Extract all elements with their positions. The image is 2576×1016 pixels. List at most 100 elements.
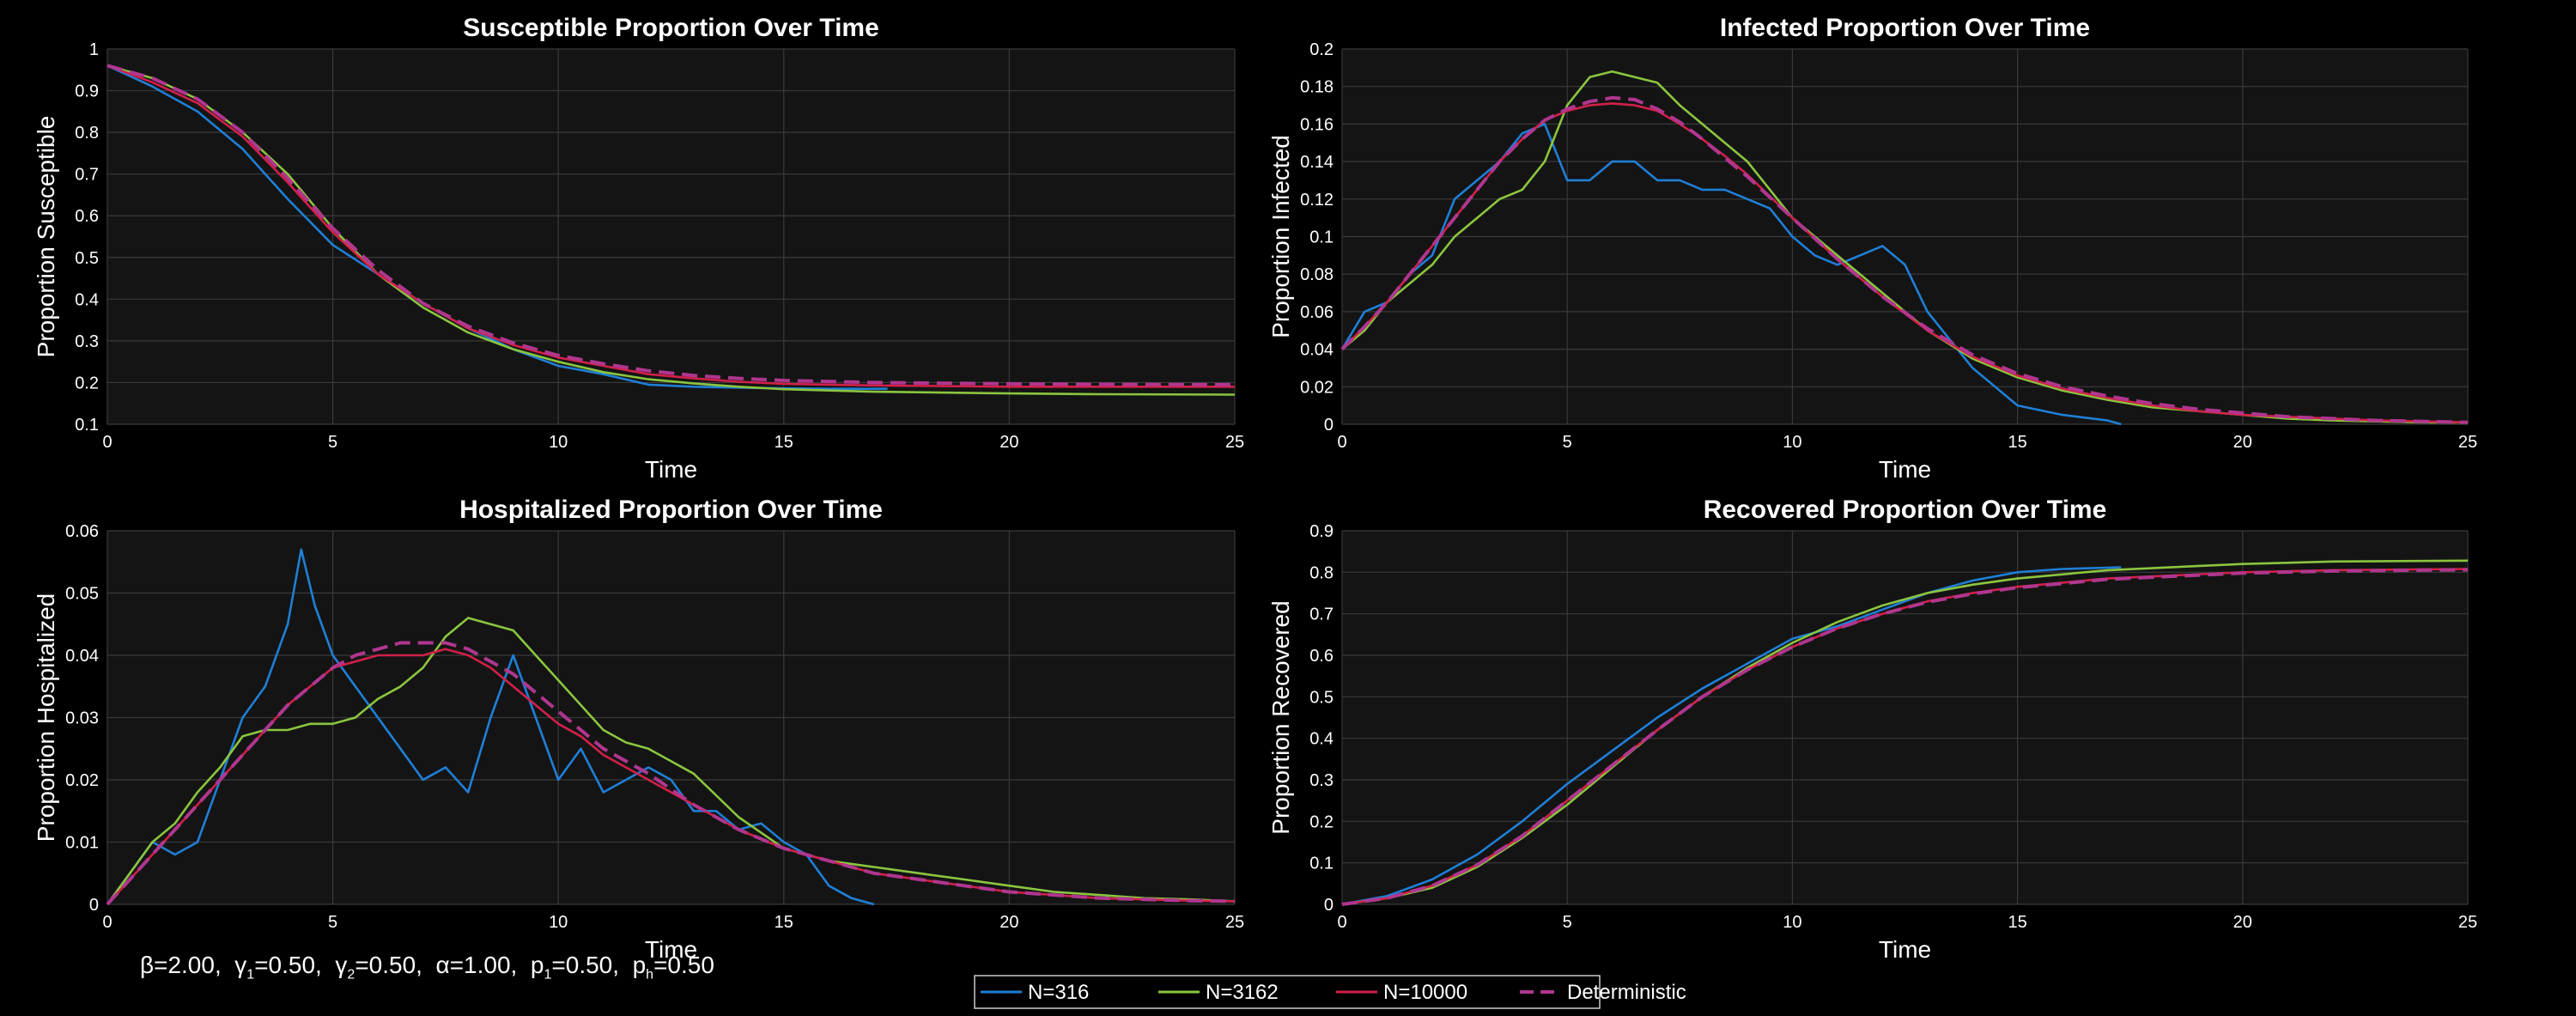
chart-panels: 0 5 10 15 20 25 0.1 0.2 0.3 0.4 0.5 0.6 0.7 0.8 0.9 1 Su… <box>33 14 2477 963</box>
x-tick-label: 25 <box>1225 433 1244 452</box>
legend-label: N=316 <box>1028 981 1089 1004</box>
y-tick-label: 0.2 <box>1309 812 1334 831</box>
chart-panel-3: 0 5 10 15 20 25 0 0.01 0.02 0.03 0.04 0.05 0.06 Hospi… <box>33 496 1244 963</box>
y-tick-label: 0.9 <box>75 82 99 101</box>
x-tick-label: 5 <box>328 913 337 932</box>
x-tick-label: 15 <box>775 913 793 932</box>
series-line-n-316 <box>106 548 875 906</box>
chart-title: Susceptible Proportion Over Time <box>463 14 879 42</box>
legend-label: Deterministic <box>1567 981 1686 1004</box>
y-tick-label: 0.6 <box>75 207 99 226</box>
x-tick-label: 0 <box>102 433 112 452</box>
y-tick-label: 0.02 <box>65 771 99 790</box>
y-axis-label: Proportion Susceptible <box>33 116 59 358</box>
series-line-deterministic <box>106 64 1236 386</box>
x-tick-label: 5 <box>1563 913 1572 932</box>
x-axis-label: Time <box>1879 936 1931 963</box>
series-line-deterministic <box>1341 568 2469 906</box>
x-tick-label: 25 <box>2458 913 2477 932</box>
legend-label: N=10000 <box>1383 981 1467 1004</box>
param-beta: β=2.00, <box>140 952 222 978</box>
y-tick-label: 0.03 <box>65 709 99 728</box>
x-tick-label: 20 <box>2233 913 2252 932</box>
x-tick-label: 20 <box>2233 433 2252 452</box>
x-tick-label: 0 <box>1337 433 1346 452</box>
x-tick-label: 25 <box>1225 913 1244 932</box>
y-tick-label: 0.7 <box>75 166 99 185</box>
y-tick-label: 0.1 <box>1309 228 1334 247</box>
chart-title: Hospitalized Proportion Over Time <box>459 496 883 524</box>
y-tick-label: 0.4 <box>1309 730 1334 749</box>
y-tick-label: 0.5 <box>75 249 99 268</box>
chart-title: Recovered Proportion Over Time <box>1704 496 2107 524</box>
y-tick-label: 0 <box>1324 416 1334 435</box>
chart-panel-4: 0 5 10 15 20 25 0 0.1 0.2 0.3 0.4 0.5 0.6 0.7 0.8 0.9 Re… <box>1267 496 2477 963</box>
param-ph: ph=0.50 <box>632 952 714 983</box>
y-tick-label: 0.06 <box>1300 303 1334 322</box>
x-tick-label: 10 <box>549 433 568 452</box>
y-axis-label: Proportion Hospitalized <box>33 593 59 843</box>
x-tick-label: 15 <box>775 433 793 452</box>
y-tick-label: 0.8 <box>75 124 99 143</box>
y-axis-label: Proportion Recovered <box>1267 600 1294 834</box>
y-tick-label: 0.4 <box>75 290 99 309</box>
y-tick-label: 0.2 <box>1309 40 1334 59</box>
x-axis-label: Time <box>645 456 697 483</box>
series-line-deterministic <box>106 641 1236 906</box>
series-line-n-3162 <box>106 617 1236 905</box>
y-tick-label: 0.3 <box>75 332 99 351</box>
series-line-n-10000 <box>106 64 1235 388</box>
x-axis-label: Time <box>645 936 697 963</box>
legend-label: N=3162 <box>1206 981 1279 1004</box>
y-tick-label: 0.18 <box>1300 78 1334 97</box>
y-tick-label: 0.9 <box>1309 522 1334 541</box>
chart-title: Infected Proportion Over Time <box>1720 14 2090 42</box>
chart-panel-2: 0 5 10 15 20 25 0 0.02 0.04 0.06 0.08 0.1 0.12 0.14 0.… <box>1267 14 2477 483</box>
y-tick-label: 0.16 <box>1300 115 1334 134</box>
y-tick-label: 0.1 <box>1309 855 1334 873</box>
series-line-n-316 <box>1341 566 2122 906</box>
param-gamma2: γ2=0.50, <box>335 952 422 983</box>
legend-box <box>974 975 1601 1009</box>
x-tick-label: 10 <box>1783 433 1801 452</box>
x-tick-label: 25 <box>2458 433 2477 452</box>
y-tick-label: 0.01 <box>65 834 99 853</box>
x-tick-label: 10 <box>1783 913 1801 932</box>
series-line-n-3162 <box>1341 559 2469 906</box>
plot-area <box>107 49 1235 424</box>
x-axis-label: Time <box>1879 456 1931 483</box>
x-tick-label: 20 <box>999 433 1018 452</box>
y-tick-label: 0.14 <box>1300 153 1334 172</box>
y-tick-label: 0.04 <box>65 647 99 666</box>
y-tick-label: 0.3 <box>1309 771 1334 790</box>
x-tick-label: 20 <box>999 913 1018 932</box>
y-tick-label: 0 <box>89 896 99 915</box>
y-tick-label: 0.06 <box>65 522 99 541</box>
y-tick-label: 0.02 <box>1300 378 1334 397</box>
y-tick-label: 0.1 <box>75 416 99 435</box>
y-tick-label: 1 <box>89 40 99 59</box>
x-tick-label: 5 <box>328 433 337 452</box>
y-tick-label: 0.2 <box>75 374 99 392</box>
y-tick-label: 0.05 <box>65 585 99 604</box>
plot-area <box>1342 531 2468 904</box>
series-line-n-316 <box>1340 123 2122 426</box>
y-tick-label: 0.8 <box>1309 563 1334 582</box>
param-alpha: α=1.00, <box>435 952 518 978</box>
x-tick-label: 0 <box>102 913 112 932</box>
y-tick-label: 0.04 <box>1300 341 1334 360</box>
x-tick-label: 5 <box>1563 433 1572 452</box>
y-tick-label: 0.7 <box>1309 605 1334 624</box>
y-axis-label: Proportion Infected <box>1267 135 1294 338</box>
x-tick-label: 15 <box>2008 433 2026 452</box>
param-p1: p1=0.50, <box>530 952 620 983</box>
parameter-annotation: β=2.00, γ1=0.50, γ2=0.50, α=1.00, p1=0.5… <box>140 952 714 983</box>
y-tick-label: 0.08 <box>1300 265 1334 284</box>
x-tick-label: 0 <box>1337 913 1346 932</box>
y-tick-label: 0.5 <box>1309 688 1334 707</box>
x-tick-label: 15 <box>2008 913 2026 932</box>
y-tick-label: 0 <box>1324 896 1334 915</box>
y-tick-label: 0.12 <box>1300 191 1334 210</box>
param-gamma1: γ1=0.50, <box>234 952 322 983</box>
